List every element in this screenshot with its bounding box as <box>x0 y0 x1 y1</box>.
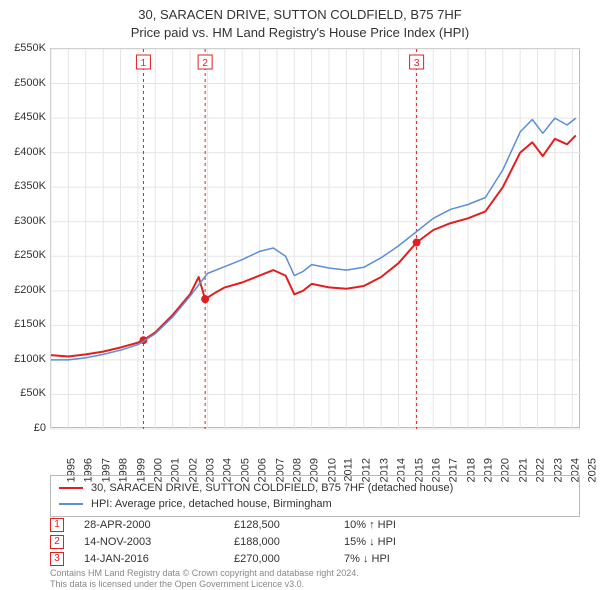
title-block: 30, SARACEN DRIVE, SUTTON COLDFIELD, B75… <box>0 0 600 41</box>
event-date: 14-NOV-2003 <box>84 536 214 548</box>
footer-line1: Contains HM Land Registry data © Crown c… <box>50 568 580 579</box>
y-tick-label: £400K <box>0 146 46 158</box>
svg-text:3: 3 <box>414 58 420 69</box>
x-tick-label: 2025 <box>587 458 599 482</box>
y-tick-label: £200K <box>0 284 46 296</box>
legend-item: HPI: Average price, detached house, Birm… <box>59 496 571 512</box>
event-date: 14-JAN-2016 <box>84 553 214 565</box>
footer: Contains HM Land Registry data © Crown c… <box>50 568 580 590</box>
event-hpi: 7% ↓ HPI <box>344 553 444 565</box>
y-tick-label: £0 <box>0 422 46 434</box>
y-tick-label: £50K <box>0 387 46 399</box>
event-row: 3 14-JAN-2016 £270,000 7% ↓ HPI <box>50 550 580 567</box>
y-tick-label: £250K <box>0 249 46 261</box>
event-hpi: 15% ↓ HPI <box>344 536 444 548</box>
legend: 30, SARACEN DRIVE, SUTTON COLDFIELD, B75… <box>50 475 580 517</box>
legend-item: 30, SARACEN DRIVE, SUTTON COLDFIELD, B75… <box>59 480 571 496</box>
y-tick-label: £350K <box>0 180 46 192</box>
x-axis-labels: 1995199619971998199920002001200220032004… <box>50 432 580 472</box>
svg-text:2: 2 <box>202 58 208 69</box>
title-line2: Price paid vs. HM Land Registry's House … <box>0 24 600 42</box>
event-row: 2 14-NOV-2003 £188,000 15% ↓ HPI <box>50 533 580 550</box>
event-price: £128,500 <box>234 519 324 531</box>
legend-swatch <box>59 487 83 489</box>
event-price: £270,000 <box>234 553 324 565</box>
legend-label: 30, SARACEN DRIVE, SUTTON COLDFIELD, B75… <box>91 482 453 494</box>
legend-label: HPI: Average price, detached house, Birm… <box>91 498 332 510</box>
title-line1: 30, SARACEN DRIVE, SUTTON COLDFIELD, B75… <box>0 6 600 24</box>
y-tick-label: £550K <box>0 42 46 54</box>
event-date: 28-APR-2000 <box>84 519 214 531</box>
events-table: 1 28-APR-2000 £128,500 10% ↑ HPI 2 14-NOV-200… <box>50 516 580 567</box>
chart-container: 30, SARACEN DRIVE, SUTTON COLDFIELD, B75… <box>0 0 600 590</box>
plot-area: 1 2 3 <box>50 48 580 428</box>
y-tick-label: £150K <box>0 318 46 330</box>
y-tick-label: £500K <box>0 77 46 89</box>
svg-text:1: 1 <box>141 58 147 69</box>
chart-svg: 1 2 3 <box>51 49 581 429</box>
legend-swatch <box>59 503 83 505</box>
event-price: £188,000 <box>234 536 324 548</box>
event-hpi: 10% ↑ HPI <box>344 519 444 531</box>
y-tick-label: £300K <box>0 215 46 227</box>
event-marker: 2 <box>50 535 64 549</box>
footer-line2: This data is licensed under the Open Gov… <box>50 579 580 590</box>
event-row: 1 28-APR-2000 £128,500 10% ↑ HPI <box>50 516 580 533</box>
y-tick-label: £450K <box>0 111 46 123</box>
y-tick-label: £100K <box>0 353 46 365</box>
event-marker: 1 <box>50 518 64 532</box>
event-marker: 3 <box>50 552 64 566</box>
